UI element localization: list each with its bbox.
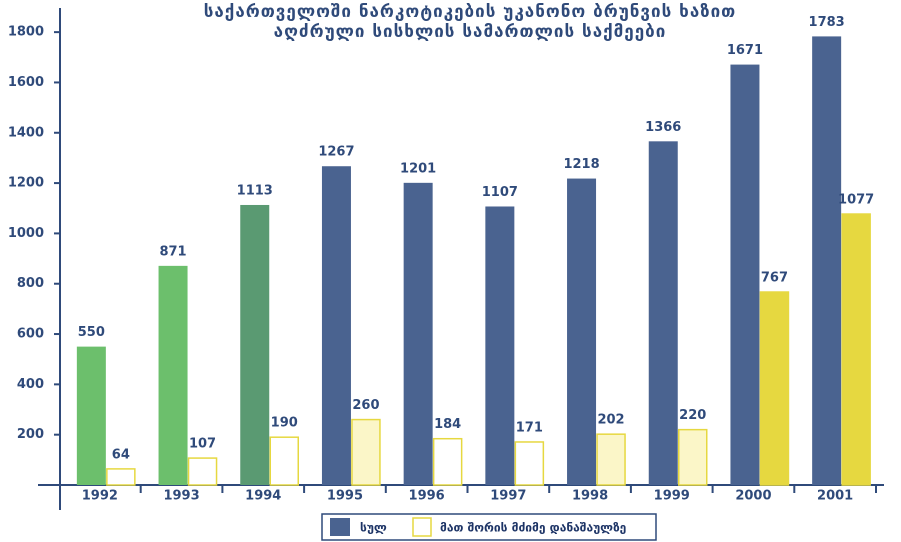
y-tick-label: 400: [17, 377, 44, 392]
value-label: 1077: [838, 193, 874, 208]
value-label: 107: [189, 437, 216, 452]
bar: [730, 64, 760, 486]
bar: [76, 346, 106, 485]
bar: [648, 141, 678, 486]
value-label: 260: [352, 398, 379, 413]
x-tick-label: 1995: [327, 489, 363, 504]
y-tick-label: 1200: [8, 176, 44, 191]
value-label: 1671: [727, 43, 763, 58]
chart-title: აღძრული სისხლის სამართლის საქმეები: [274, 22, 667, 42]
y-tick-label: 1800: [8, 25, 44, 40]
value-label: 190: [271, 416, 298, 431]
x-tick-label: 1992: [82, 489, 118, 504]
chart-title: საქართველოში ნარკოტიკების უკანონო ბრუნვი…: [204, 2, 737, 22]
value-label: 1107: [482, 185, 518, 200]
y-tick-label: 600: [17, 327, 44, 342]
y-tick-label: 200: [17, 427, 44, 442]
bar: [841, 213, 871, 486]
bar: [106, 468, 136, 486]
x-tick-label: 1996: [409, 489, 445, 504]
bar: [403, 182, 433, 486]
bar: [596, 433, 626, 486]
value-label: 767: [761, 271, 788, 286]
bar: [432, 437, 463, 486]
value-label: 1113: [237, 183, 273, 198]
bar: [485, 206, 515, 485]
bar: [158, 265, 188, 485]
x-tick-label: 1994: [245, 489, 281, 504]
y-tick-label: 800: [17, 276, 44, 291]
value-label: 202: [597, 413, 624, 428]
bar: [514, 441, 545, 486]
value-label: 1783: [809, 15, 845, 30]
y-tick-label: 1000: [8, 226, 44, 241]
x-tick-label: 1999: [654, 489, 690, 504]
bar: [567, 178, 597, 485]
bar: [812, 36, 842, 486]
legend-label: სულ: [360, 521, 387, 535]
value-label: 64: [112, 447, 130, 462]
legend-box: [321, 513, 657, 541]
legend-swatch: [412, 517, 432, 537]
bar: [269, 436, 299, 486]
bar: [187, 457, 218, 486]
value-label: 1201: [400, 161, 436, 176]
value-label: 1366: [645, 120, 681, 135]
bar: [240, 204, 270, 485]
x-tick-label: 2000: [735, 489, 771, 504]
bar: [321, 166, 351, 485]
x-tick-label: 2001: [817, 489, 853, 504]
value-label: 1218: [563, 157, 599, 172]
x-tick-label: 1998: [572, 489, 608, 504]
value-label: 220: [679, 408, 706, 423]
legend-label: მათ შორის მძიმე დანაშაულზე: [440, 521, 626, 535]
value-label: 1267: [318, 145, 354, 160]
value-label: 171: [516, 420, 543, 435]
y-tick-label: 1400: [8, 125, 44, 140]
x-tick-label: 1997: [490, 489, 526, 504]
bar: [678, 428, 708, 486]
x-tick-label: 1993: [163, 489, 199, 504]
value-label: 550: [78, 325, 105, 340]
y-tick-label: 1600: [8, 75, 44, 90]
bar: [759, 291, 790, 486]
bar: [351, 418, 381, 486]
legend-swatch: [330, 518, 350, 536]
value-label: 184: [434, 417, 461, 432]
value-label: 871: [159, 244, 186, 259]
